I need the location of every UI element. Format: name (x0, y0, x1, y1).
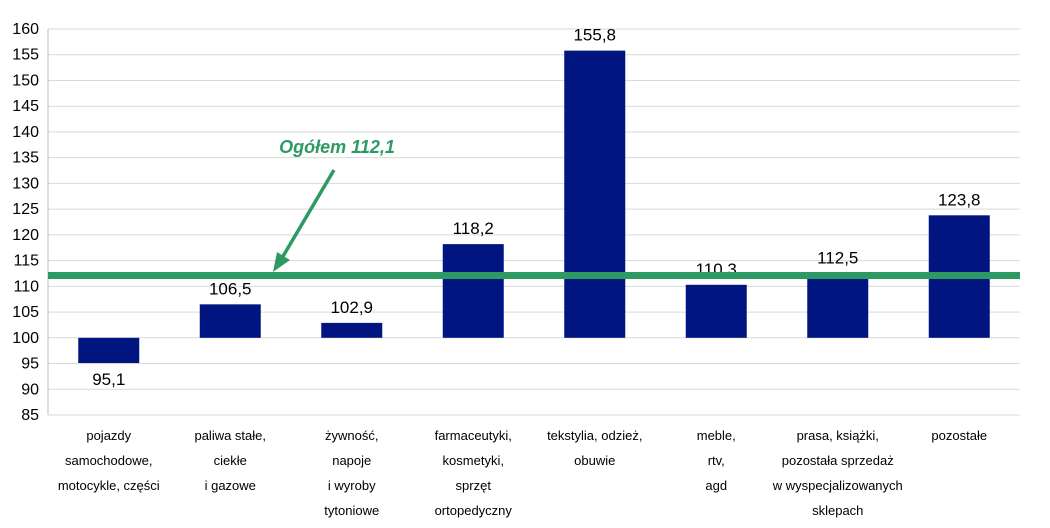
value-label: 118,2 (453, 219, 494, 238)
x-category-label-line: meble, (697, 428, 736, 443)
bar (564, 50, 626, 338)
x-category-label-line: ortopedyczny (435, 503, 513, 518)
bar (685, 284, 747, 338)
x-category-label-line: agd (705, 478, 727, 493)
y-tick-label: 130 (12, 175, 39, 192)
x-category-label: prasa, książki, pozostała sprzedaż w wyspe… (772, 428, 903, 518)
y-tick-label: 100 (12, 330, 39, 347)
x-category-label-line: obuwie (574, 453, 615, 468)
bars (78, 50, 990, 364)
x-category-label: farmaceutyki, kosmetyki, sprzęt ortopedyczn… (435, 428, 513, 518)
x-category-label-line: rtv, (708, 453, 725, 468)
x-category-label-line: w wyspecjalizowanych (772, 478, 903, 493)
value-label: 155,8 (573, 26, 616, 45)
reference-line-label: Ogółem 112,1 (279, 137, 395, 157)
bar (199, 304, 261, 338)
y-tick-label: 110 (13, 278, 39, 295)
x-category-label-line: samochodowe, (65, 453, 152, 468)
y-tick-label: 145 (12, 98, 39, 115)
value-label: 106,5 (209, 279, 252, 298)
x-category-label: pozostałe (931, 428, 987, 443)
x-category-label-line: tytoniowe (324, 503, 379, 518)
value-label: 112,5 (817, 248, 858, 267)
x-category-label-line: napoje (332, 453, 371, 468)
y-tick-label: 125 (12, 201, 39, 218)
x-category-label: tekstylia, odzież, obuwie (547, 428, 642, 468)
gridlines (48, 28, 1020, 416)
y-tick-label: 135 (12, 150, 39, 167)
bar (807, 273, 869, 338)
y-tick-label: 85 (21, 407, 39, 424)
value-label: 102,9 (330, 298, 373, 317)
value-label: 123,8 (938, 190, 981, 209)
y-tick-label: 155 (12, 47, 39, 64)
y-tick-label: 150 (12, 72, 39, 89)
reference-arrow (280, 169, 336, 259)
y-tick-label: 105 (12, 304, 39, 321)
reference-line-group: Ogółem 112,1 (48, 137, 1020, 280)
x-category-label-line: sklepach (812, 503, 863, 518)
x-category-label: żywność, napoje i wyroby tytoniowe (324, 428, 379, 518)
x-category-label: pojazdy samochodowe, motocykle, części (58, 428, 160, 493)
y-tick-label: 120 (12, 227, 39, 244)
x-category-label-line: ciekłe (214, 453, 247, 468)
x-category-label-line: paliwa stałe, (194, 428, 266, 443)
x-category-label: meble, rtv, agd (697, 428, 736, 493)
y-tick-label: 140 (12, 124, 39, 141)
y-tick-label: 160 (12, 21, 39, 38)
value-label: 95,1 (92, 370, 125, 389)
x-category-label-line: prasa, książki, (797, 428, 879, 443)
x-category-label-line: farmaceutyki, (435, 428, 512, 443)
x-category-label-line: pozostałe (931, 428, 987, 443)
x-category-label-line: pozostała sprzedaż (782, 453, 894, 468)
y-axis: 85 90 95 100 105 110 115 120 125 130 135 140 145 150 1… (12, 21, 49, 424)
x-category-label: paliwa stałe, ciekłe i gazowe (194, 428, 266, 493)
bar (78, 337, 140, 364)
x-category-label-line: motocykle, części (58, 478, 160, 493)
bar (321, 322, 383, 338)
x-category-label-line: pojazdy (86, 428, 131, 443)
y-tick-label: 90 (21, 381, 39, 398)
x-category-label-line: tekstylia, odzież, (547, 428, 642, 443)
x-category-label-line: kosmetyki, (443, 453, 504, 468)
y-tick-label: 95 (21, 356, 39, 373)
bar (442, 244, 504, 338)
reference-arrowhead (273, 252, 290, 272)
x-category-label-line: i gazowe (205, 478, 256, 493)
x-category-label-line: żywność, (325, 428, 378, 443)
x-category-label-line: i wyroby (328, 478, 376, 493)
y-tick-label: 115 (13, 253, 39, 270)
x-axis-labels: pojazdy samochodowe, motocykle, części pali… (58, 428, 987, 518)
x-category-label-line: sprzęt (456, 478, 492, 493)
